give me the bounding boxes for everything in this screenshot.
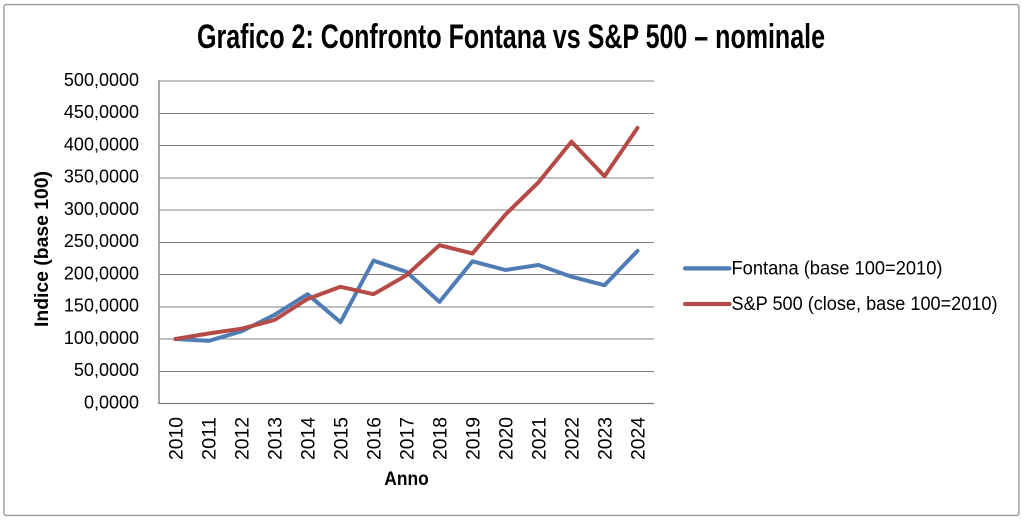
svg-text:2019: 2019 — [463, 417, 484, 460]
svg-text:450,0000: 450,0000 — [64, 102, 139, 122]
svg-text:2017: 2017 — [397, 417, 418, 460]
svg-text:400,0000: 400,0000 — [64, 134, 139, 154]
svg-text:Fontana (base 100=2010): Fontana (base 100=2010) — [732, 258, 943, 279]
svg-text:2014: 2014 — [298, 417, 319, 460]
svg-text:2020: 2020 — [496, 417, 517, 460]
svg-text:250,0000: 250,0000 — [64, 231, 139, 251]
svg-text:100,0000: 100,0000 — [64, 328, 139, 348]
svg-text:350,0000: 350,0000 — [64, 167, 139, 187]
svg-text:Grafico 2: Confronto Fontana v: Grafico 2: Confronto Fontana vs S&P 500 … — [197, 18, 825, 56]
svg-text:50,0000: 50,0000 — [74, 360, 139, 380]
svg-text:2010: 2010 — [166, 417, 187, 460]
svg-text:500,0000: 500,0000 — [64, 70, 139, 90]
svg-text:2013: 2013 — [265, 417, 286, 460]
svg-text:2015: 2015 — [331, 417, 352, 460]
svg-text:2018: 2018 — [430, 417, 451, 460]
svg-text:2021: 2021 — [529, 417, 550, 460]
svg-text:2016: 2016 — [364, 417, 385, 460]
svg-text:Indice (base 100): Indice (base 100) — [31, 171, 53, 327]
svg-text:0,0000: 0,0000 — [84, 392, 139, 412]
svg-text:2024: 2024 — [628, 417, 649, 460]
svg-text:2011: 2011 — [199, 417, 220, 460]
svg-text:Anno: Anno — [384, 469, 429, 490]
svg-text:S&P 500 (close, base 100=2010): S&P 500 (close, base 100=2010) — [732, 294, 998, 315]
svg-text:150,0000: 150,0000 — [64, 296, 139, 316]
svg-text:2012: 2012 — [232, 417, 253, 460]
svg-text:200,0000: 200,0000 — [64, 263, 139, 283]
svg-text:2022: 2022 — [562, 417, 583, 460]
svg-text:2023: 2023 — [595, 417, 616, 460]
svg-text:300,0000: 300,0000 — [64, 199, 139, 219]
